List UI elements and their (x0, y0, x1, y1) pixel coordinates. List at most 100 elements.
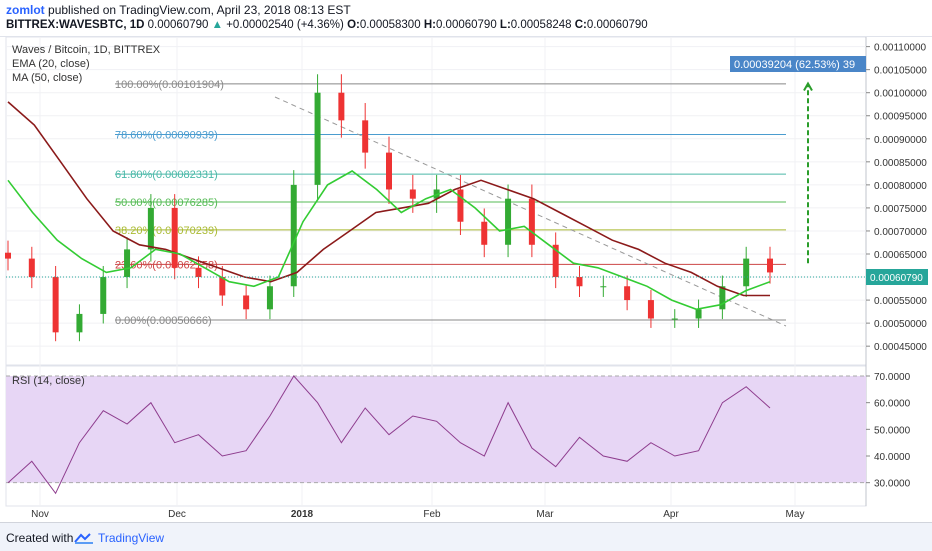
time-tick-label: Feb (423, 509, 441, 520)
candle-body (647, 300, 654, 319)
chart-legend: Waves / Bitcoin, 1D, BITTREX EMA (20, cl… (12, 43, 160, 85)
candle-body (28, 258, 35, 278)
high-label: H: (423, 19, 436, 31)
tradingview-logo-icon (74, 533, 93, 544)
price-tick-label: 0.00045000 (874, 342, 927, 353)
price-tick-label: 0.00110000 (874, 43, 927, 54)
open-label: O: (347, 19, 360, 31)
price-tick-label: 0.00070000 (874, 227, 927, 238)
low-value: 0.00058248 (510, 19, 572, 31)
candle-body (552, 244, 559, 278)
created-with-text: Created with (6, 531, 74, 545)
publish-line: zomlot published on TradingView.com, Apr… (6, 3, 351, 17)
price-tick-label: 0.00055000 (874, 296, 927, 307)
rsi-band (6, 375, 866, 484)
fib-label: 0.00%(0.00050666) (115, 315, 212, 327)
ema-20-line[interactable] (7, 170, 771, 311)
open-value: 0.00058300 (359, 19, 421, 31)
measure-arrow-icon (803, 81, 813, 91)
time-tick-label: Nov (31, 509, 49, 520)
legend-ema[interactable]: EMA (20, close) (12, 58, 90, 70)
price-tick-label: 0.00095000 (874, 112, 927, 123)
fib-label: 61.80%(0.00082331) (115, 169, 218, 181)
candle-body (219, 277, 226, 296)
candle-body (743, 258, 750, 287)
rsi-tick-label: 50.0000 (874, 425, 911, 436)
candle-body (671, 318, 678, 320)
price-tick-label: 0.00090000 (874, 135, 927, 146)
measure-badge (730, 56, 866, 72)
ma-50-line[interactable] (7, 101, 770, 297)
publish-header: zomlot published on TradingView.com, Apr… (0, 0, 932, 37)
candle-body (76, 313, 83, 333)
time-tick-label: Dec (168, 509, 186, 520)
measure-label: 0.00039204 (62.53%) 39 (734, 59, 855, 71)
candle-body (171, 207, 178, 268)
symbol-label: BITTREX:WAVESBTC, 1D (6, 19, 145, 31)
high-value: 0.00060790 (435, 19, 497, 31)
price-tick-label: 0.00050000 (874, 319, 927, 330)
fib-label: 100.00%(0.00101904) (115, 79, 224, 91)
rsi-tick-label: 60.0000 (874, 399, 911, 410)
price-axis[interactable]: 0.000450000.000500000.000550000.00060000… (866, 43, 927, 354)
candlesticks (5, 74, 773, 342)
candle-body (52, 277, 59, 333)
chart-canvas[interactable]: 100.00%(0.00101904) 78.60%(0.00090939) 61.… (0, 36, 932, 522)
up-triangle-icon: ▲ (211, 19, 223, 31)
candle-body (600, 286, 607, 288)
low-label: L: (499, 19, 511, 31)
fibonacci-levels: 100.00%(0.00101904) 78.60%(0.00090939) 61.… (115, 79, 786, 327)
time-axis[interactable]: Nov Dec 2018 Feb Mar Apr May (31, 509, 804, 520)
rsi-axis[interactable]: 30.0000 40.0000 50.0000 60.0000 70.0000 (866, 372, 911, 490)
footer-bar: Created with TradingView (0, 522, 932, 551)
legend-title: Waves / Bitcoin, 1D, BITTREX (12, 44, 161, 56)
rsi-tick-label: 70.0000 (874, 372, 911, 383)
candle-body (624, 286, 631, 301)
candle-body (314, 92, 321, 185)
time-tick-label: 2018 (291, 509, 314, 520)
candle-body (266, 286, 273, 310)
time-tick-label: May (786, 509, 805, 520)
candle-body (576, 277, 583, 287)
price-tick-label: 0.00100000 (874, 89, 927, 100)
candle-body (767, 258, 773, 273)
author-link[interactable]: zomlot (6, 3, 45, 17)
price-tick-label: 0.00105000 (874, 66, 927, 77)
legend-ma[interactable]: MA (50, close) (12, 72, 83, 84)
candle-body (409, 189, 416, 199)
fib-label: 23.60%(0.00062758) (115, 259, 218, 271)
tradingview-brand-link[interactable]: TradingView (98, 531, 165, 545)
candle-body (100, 277, 107, 314)
fib-label: 38.20%(0.00070239) (115, 225, 218, 237)
rsi-tick-label: 40.0000 (874, 452, 911, 463)
candle-body (147, 207, 154, 250)
time-tick-label: Mar (536, 509, 554, 520)
candle-body (719, 286, 726, 310)
last-price-badge-text: 0.00060790 (870, 273, 923, 284)
rsi-band-fill (6, 376, 866, 483)
measure-tool[interactable]: 0.00039204 (62.53%) 39 (730, 56, 866, 264)
candle-body (362, 120, 369, 153)
candle-body (457, 189, 464, 222)
last-price-badge-bg (866, 269, 928, 285)
candle-body (195, 267, 202, 278)
candle-body (528, 198, 535, 245)
published-text: published on TradingView.com, April 23, … (48, 3, 351, 17)
candle-body (695, 309, 702, 319)
price-tick-label: 0.00085000 (874, 158, 927, 169)
time-tick-label: Apr (663, 509, 679, 520)
candle-body (243, 295, 250, 310)
price-change: +0.00002540 (+4.36%) (226, 19, 344, 31)
candle-body (124, 249, 131, 278)
candle-body (338, 92, 345, 121)
rsi-tick-label: 30.0000 (874, 479, 911, 490)
price-tick-label: 0.00065000 (874, 250, 927, 261)
ohlc-line: BITTREX:WAVESBTC, 1D 0.00060790 ▲ +0.000… (6, 19, 648, 31)
close-value: 0.00060790 (586, 19, 648, 31)
candle-body (481, 221, 488, 245)
price-tick-label: 0.00080000 (874, 181, 927, 192)
candle-body (505, 198, 512, 245)
rsi-line[interactable] (7, 375, 771, 495)
candle-body (290, 184, 297, 287)
rsi-legend[interactable]: RSI (14, close) (12, 375, 85, 387)
